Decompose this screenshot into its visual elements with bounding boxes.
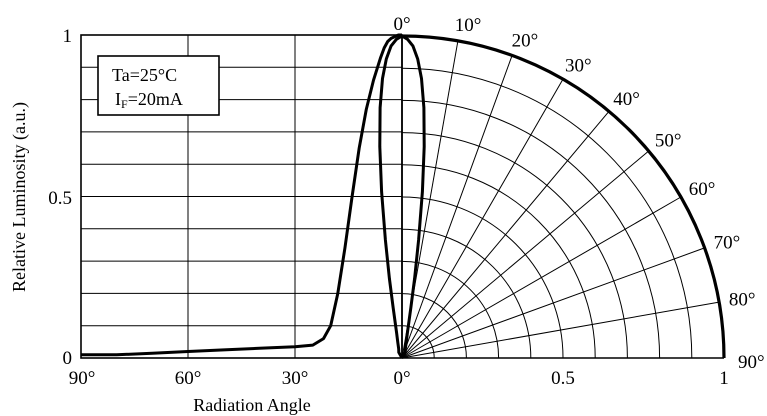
polar-arc <box>401 293 467 359</box>
current-value: =20mA <box>128 89 183 109</box>
polar-arc <box>401 99 661 359</box>
polar-angle-label: 20° <box>512 30 539 51</box>
polar-spoke <box>401 55 513 359</box>
current-symbol: I <box>115 89 121 109</box>
polar-spoke <box>401 110 610 359</box>
conditions-box: Ta=25°C IF=20mA <box>97 55 220 116</box>
y-tick-0: 0 <box>63 348 73 369</box>
polar-angle-labels: 0° 10° 20° 30° 40° 50° 60° 70° 80° 90° <box>393 14 764 373</box>
temperature-label: Ta=25°C <box>112 65 177 85</box>
polar-angle-label: 70° <box>714 232 741 253</box>
conditions-frame <box>97 55 220 116</box>
y-tick-1: 1 <box>63 26 73 47</box>
polar-arc <box>401 260 500 359</box>
cartesian-curve <box>81 33 402 357</box>
current-label: IF=20mA <box>115 89 183 111</box>
polar-spoke <box>401 247 705 359</box>
x-axis-title: Radiation Angle <box>193 395 310 415</box>
polar-arc <box>401 228 532 359</box>
radial-tick-1: 1 <box>719 368 729 389</box>
current-subscript: F <box>121 97 128 111</box>
x-tick-30: 30° <box>282 368 309 389</box>
polar-arc <box>401 34 726 359</box>
polar-angle-label: 60° <box>689 179 716 200</box>
y-tick-0-5: 0.5 <box>48 188 72 209</box>
radial-tick-0-5: 0.5 <box>551 368 575 389</box>
polar-arc <box>401 164 596 359</box>
x-tick-60: 60° <box>175 368 202 389</box>
polar-angle-label: 10° <box>455 15 482 36</box>
polar-angle-label: 0° <box>393 14 410 35</box>
polar-arc <box>401 196 564 359</box>
polar-lobe <box>378 34 426 359</box>
x-tick-90: 90° <box>69 368 96 389</box>
polar-spoke <box>401 150 650 359</box>
polar-angle-label: 80° <box>729 289 756 310</box>
polar-spoke <box>401 196 682 359</box>
luminosity-line <box>81 33 402 357</box>
polar-angle-label: 50° <box>655 131 682 152</box>
polar-spoke <box>401 301 720 359</box>
polar-curve <box>378 34 426 359</box>
y-axis-title: Relative Luminosity (a.u.) <box>9 102 30 292</box>
polar-arc <box>401 67 693 359</box>
polar-grid <box>401 34 726 359</box>
polar-angle-label: 90° <box>738 352 765 373</box>
polar-angle-label: 30° <box>565 55 592 76</box>
polar-arc <box>401 132 628 359</box>
polar-spoke <box>401 78 564 359</box>
polar-angle-label: 40° <box>613 89 640 110</box>
x-tick-0: 0° <box>393 368 410 389</box>
